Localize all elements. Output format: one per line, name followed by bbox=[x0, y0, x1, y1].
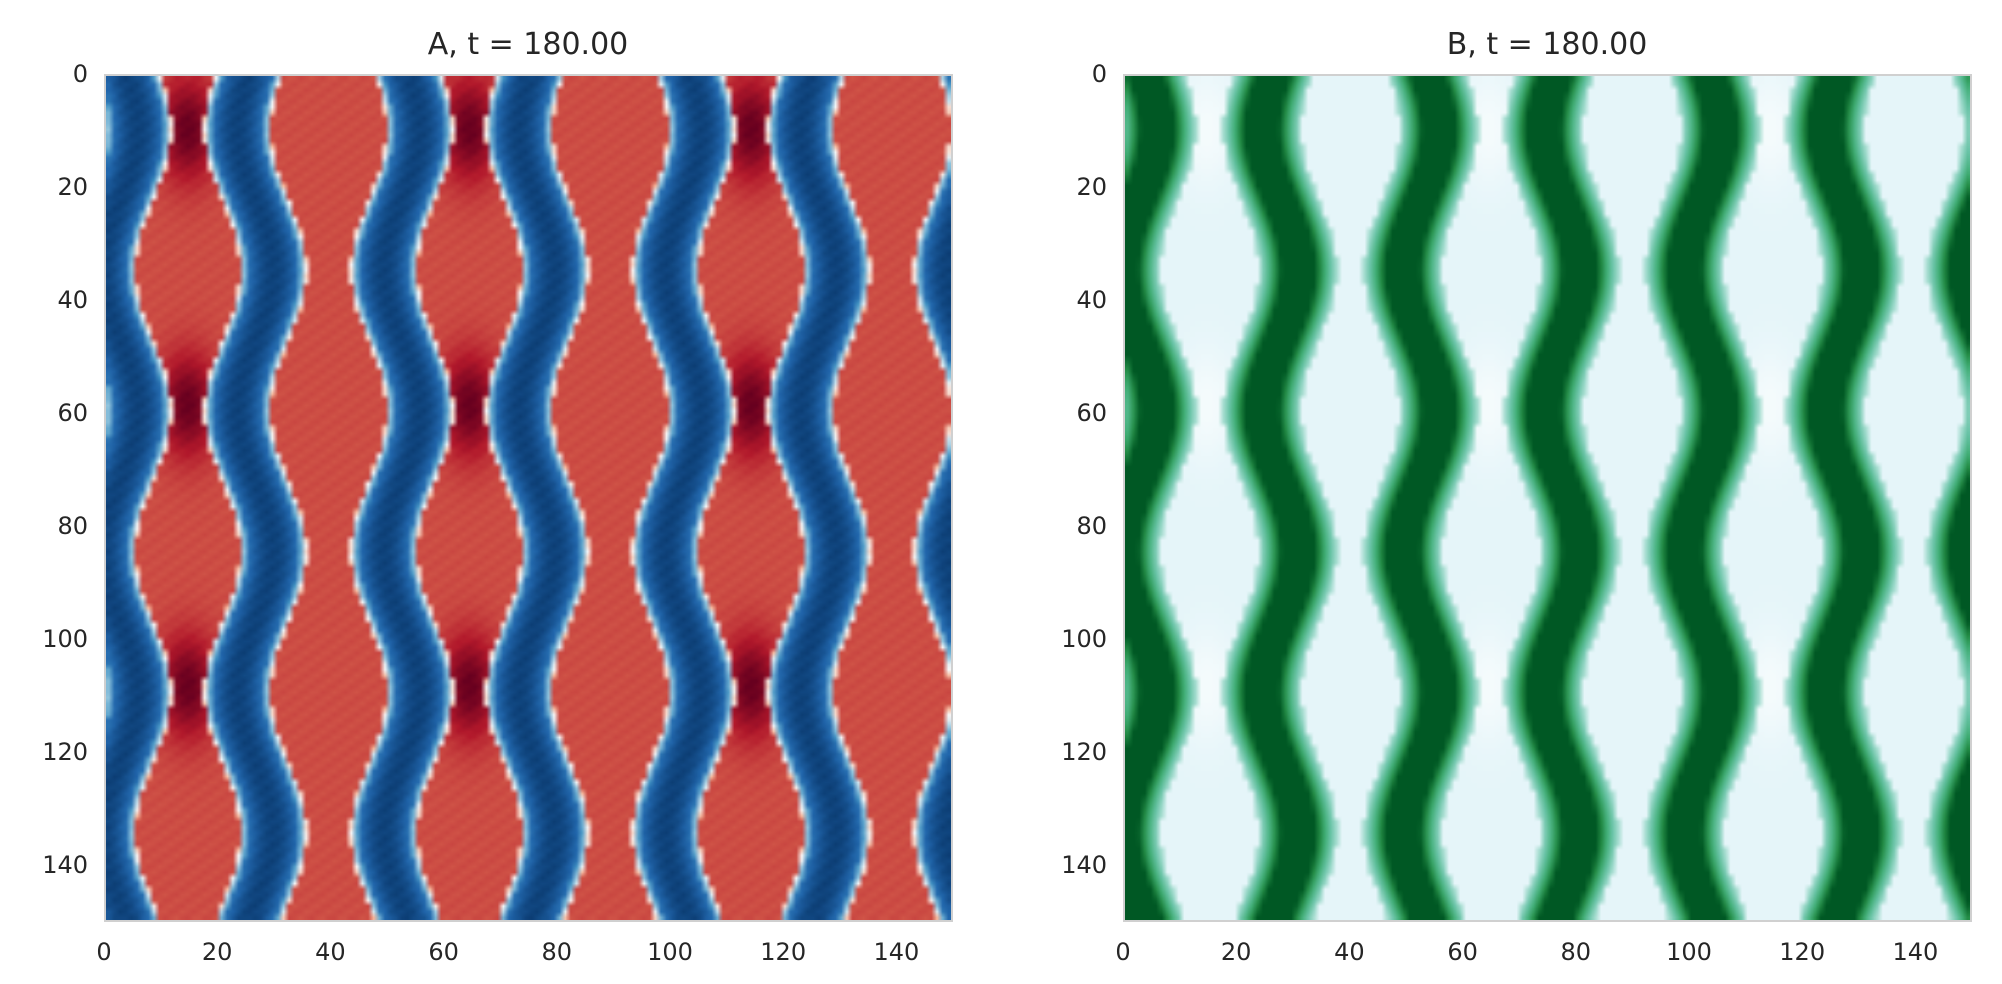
heatmap-a-ytick-label: 140 bbox=[42, 851, 88, 880]
heatmap-a-ytick-label: 40 bbox=[57, 286, 88, 315]
heatmap-b-ytick-label: 120 bbox=[1061, 738, 1107, 767]
heatmap-a-xtick-label: 120 bbox=[760, 938, 807, 966]
heatmap-a-ytick-label: 0 bbox=[72, 60, 88, 88]
heatmap-b-canvas bbox=[1125, 76, 1970, 920]
heatmap-a-xtick-label: 20 bbox=[201, 938, 233, 966]
heatmap-a-ytick-label: 20 bbox=[57, 173, 88, 202]
heatmap-a-ytick-label: 80 bbox=[57, 512, 88, 541]
heatmap-b-ytick-label: 140 bbox=[1061, 851, 1107, 880]
heatmap-b-xtick-label: 60 bbox=[1447, 938, 1478, 966]
heatmap-b-xtick-label: 40 bbox=[1334, 938, 1365, 966]
heatmap-a-xtick-label: 40 bbox=[315, 938, 346, 966]
heatmap-a-canvas bbox=[106, 76, 951, 920]
heatmap-b-ytick-label: 40 bbox=[1076, 286, 1107, 315]
heatmap-b-xtick-label: 0 bbox=[1115, 938, 1131, 966]
heatmap-a bbox=[104, 74, 953, 922]
heatmap-a-xtick-label: 140 bbox=[873, 938, 920, 966]
heatmap-b-xtick-label: 120 bbox=[1779, 938, 1826, 966]
heatmap-a-ytick-label: 120 bbox=[42, 738, 88, 767]
panel-a: A, t = 180.00 0 20 40 60 80 100 120 140 0 20 40 60… bbox=[0, 0, 1000, 984]
heatmap-b-xtick-label: 100 bbox=[1666, 938, 1712, 966]
heatmap-b-ytick-label: 20 bbox=[1076, 173, 1107, 202]
chart-title-b: B, t = 180.00 bbox=[1446, 27, 1648, 62]
heatmap-b-xtick-label: 80 bbox=[1560, 938, 1592, 966]
heatmap-b-xtick-label: 140 bbox=[1892, 938, 1939, 966]
heatmap-b-xtick-label: 20 bbox=[1220, 938, 1252, 966]
heatmap-b bbox=[1123, 74, 1972, 922]
heatmap-a-xtick-label: 0 bbox=[96, 938, 112, 966]
heatmap-b-ytick-label: 80 bbox=[1076, 512, 1107, 541]
heatmap-b-ytick-label: 100 bbox=[1061, 625, 1107, 654]
chart-title-a: A, t = 180.00 bbox=[427, 27, 629, 62]
heatmap-b-ytick-label: 0 bbox=[1091, 60, 1107, 88]
heatmap-a-ytick-label: 100 bbox=[42, 625, 88, 654]
heatmap-a-xtick-label: 80 bbox=[541, 938, 573, 966]
heatmap-a-ytick-label: 60 bbox=[57, 399, 88, 428]
heatmap-b-ytick-label: 60 bbox=[1076, 399, 1107, 428]
heatmap-a-xtick-label: 100 bbox=[647, 938, 693, 966]
heatmap-a-xtick-label: 60 bbox=[428, 938, 459, 966]
